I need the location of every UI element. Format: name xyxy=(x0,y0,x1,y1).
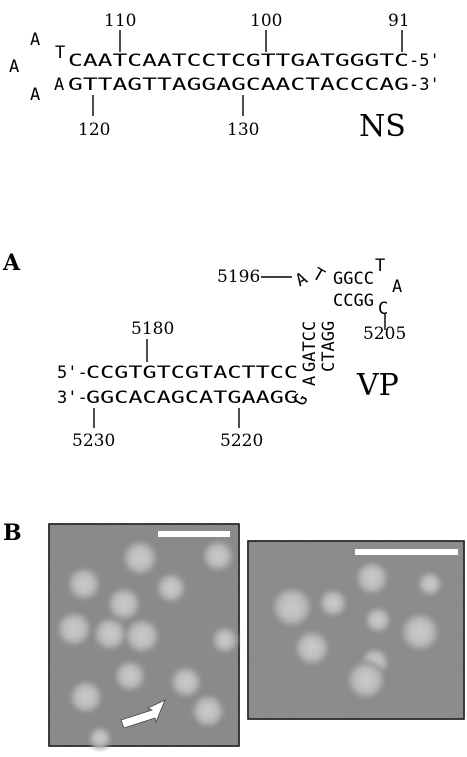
scale-bar-left xyxy=(158,531,230,537)
micrograph-left xyxy=(48,523,240,750)
vp-pos-5230: 5230 xyxy=(72,431,115,451)
vp-stem1-extra-bottom: A xyxy=(300,376,320,386)
vp-loop-base-c: C xyxy=(378,299,388,319)
vp-stem1-extra-top: A xyxy=(292,269,311,291)
vp-label: VP xyxy=(356,368,399,403)
vp-pos-5205: 5205 xyxy=(363,324,406,344)
vp-top-start: 5'- xyxy=(57,363,88,383)
arrow-icon xyxy=(120,699,166,729)
ns-loop-base-5: A xyxy=(54,75,64,95)
vp-pos-5196: 5196 xyxy=(217,267,260,287)
ns-hairpin: 110 100 91 A A A T CAATCAATCCTCGTTGATGGG… xyxy=(9,11,440,144)
vp-loop-base-t: T xyxy=(375,256,385,276)
vp-bottom-start: 3'- xyxy=(57,388,88,408)
ns-pos-100: 100 xyxy=(250,11,282,31)
ns-top-end: -5' xyxy=(409,51,440,71)
micrograph-right xyxy=(247,540,465,720)
vp-stem2-bottom: CCGG xyxy=(333,291,374,311)
ns-bottom-strand: GTTAGTTAGGAGCAACTACCCAG xyxy=(68,75,409,95)
ns-loop-base-4: T xyxy=(55,43,65,63)
ns-top-strand: CAATCAATCCTCGTTGATGGGTC xyxy=(68,51,409,71)
panel-a-letter: A xyxy=(2,250,21,276)
vp-loop-base-a: A xyxy=(392,277,402,297)
vp-pos-5220: 5220 xyxy=(220,431,263,451)
ns-pos-91: 91 xyxy=(388,11,410,31)
panel-b: B xyxy=(3,520,465,750)
ns-pos-120: 120 xyxy=(78,120,110,140)
ns-loop-base-1: A xyxy=(30,30,40,50)
ns-pos-130: 130 xyxy=(227,120,259,140)
vp-stem2-top: GGCC xyxy=(333,269,374,289)
vp-stem2-extra-t: T xyxy=(309,264,328,286)
panel-a: A 5196 A T GGCC T A C CCGG GATCC CTAGG A… xyxy=(2,250,406,451)
ns-pos-110: 110 xyxy=(104,11,136,31)
vp-stem1-top: GATCC xyxy=(300,321,320,372)
ns-loop-base-3: A xyxy=(30,85,40,105)
vp-pos-5180: 5180 xyxy=(131,319,174,339)
ns-loop-base-2: A xyxy=(9,57,19,77)
ns-label: NS xyxy=(359,109,406,144)
vp-stem1-bottom: CTAGG xyxy=(319,321,339,372)
panel-b-letter: B xyxy=(3,520,22,546)
scale-bar-right xyxy=(355,549,458,555)
vp-top-strand: CCGTGTCGTACTTCC xyxy=(86,363,298,383)
ns-bottom-end: -3' xyxy=(409,75,440,95)
vp-bottom-strand: GGCACAGCATGAAGG xyxy=(86,388,298,408)
